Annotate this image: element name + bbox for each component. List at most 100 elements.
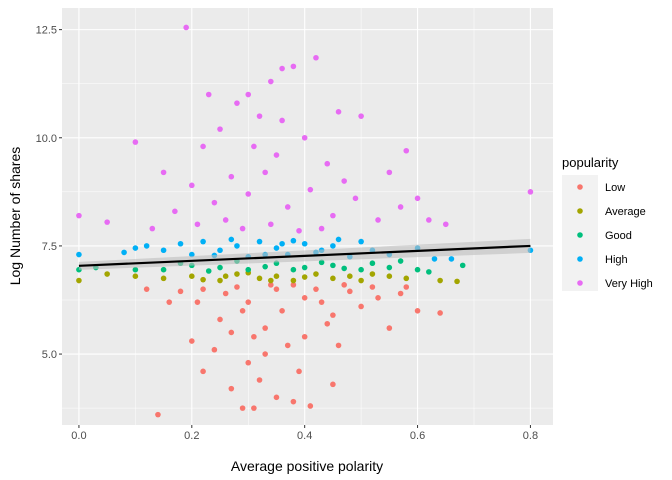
point-good — [397, 258, 404, 264]
point-high — [335, 236, 342, 243]
point-very-high — [262, 169, 268, 176]
axes: 0.0 0.2 0.4 0.6 0.8 5.0 7.5 10.0 12.5 — [36, 25, 538, 442]
point-high — [256, 238, 263, 245]
point-low — [301, 333, 308, 340]
point-average — [301, 274, 308, 280]
point-very-high — [194, 221, 201, 228]
point-high — [234, 243, 240, 249]
point-good — [132, 266, 139, 273]
point-average — [454, 278, 460, 285]
point-low — [330, 312, 336, 318]
point-low — [228, 329, 235, 336]
point-average — [217, 277, 223, 284]
point-low — [284, 342, 291, 349]
point-average — [256, 275, 263, 282]
point-average — [104, 271, 110, 277]
point-high — [76, 251, 82, 258]
point-very-high — [403, 147, 410, 154]
point-very-high — [330, 212, 336, 219]
point-average — [347, 273, 353, 279]
point-low — [358, 303, 364, 310]
point-low — [200, 368, 206, 375]
point-average — [234, 271, 240, 277]
point-low — [324, 320, 331, 327]
legend-label: High — [605, 254, 628, 266]
point-good — [245, 266, 252, 273]
point-average — [268, 277, 274, 284]
point-very-high — [358, 113, 364, 119]
point-good — [290, 266, 297, 273]
point-very-high — [313, 54, 319, 61]
point-high — [160, 247, 167, 254]
point-good — [262, 263, 268, 270]
point-low — [143, 286, 150, 292]
point-good — [160, 266, 167, 273]
legend-key-very-high — [577, 280, 583, 286]
point-low — [268, 282, 274, 288]
point-low — [211, 346, 218, 353]
point-low — [313, 286, 319, 292]
point-low — [245, 299, 252, 305]
point-average — [437, 277, 443, 284]
point-low — [239, 308, 246, 314]
x-axis-title: Average positive polarity — [231, 458, 383, 474]
legend-label: Very High — [605, 278, 653, 290]
point-very-high — [217, 126, 223, 132]
point-high — [217, 247, 223, 254]
point-average — [369, 271, 376, 277]
point-very-high — [76, 212, 82, 219]
point-very-high — [149, 225, 156, 232]
gridlines — [62, 8, 553, 425]
legend-key-average — [577, 208, 583, 214]
point-very-high — [375, 217, 381, 223]
point-low — [279, 308, 285, 314]
point-good — [318, 259, 325, 266]
point-high — [189, 251, 195, 258]
point-low — [251, 333, 257, 340]
point-high — [200, 238, 206, 245]
point-very-high — [426, 217, 432, 223]
x-tick-label: 0.0 — [71, 430, 86, 442]
point-average — [76, 277, 82, 284]
point-high — [358, 238, 364, 245]
point-low — [437, 310, 443, 316]
point-very-high — [268, 78, 274, 85]
point-very-high — [296, 227, 302, 234]
point-very-high — [273, 152, 280, 158]
plot-panel — [62, 8, 553, 425]
point-very-high — [290, 63, 297, 70]
point-very-high — [172, 208, 178, 215]
point-low — [290, 398, 297, 405]
point-low — [301, 295, 308, 301]
point-good — [358, 266, 364, 273]
regression-line — [78, 238, 531, 270]
point-very-high — [284, 204, 291, 210]
point-very-high — [256, 113, 263, 119]
point-very-high — [307, 186, 314, 193]
point-low — [177, 288, 184, 295]
point-good — [330, 262, 336, 269]
legend-key-high — [577, 256, 583, 262]
x-tick-label: 0.4 — [297, 430, 312, 442]
point-low — [234, 284, 240, 290]
point-very-high — [245, 91, 252, 98]
point-high — [177, 240, 184, 247]
y-tick-label: 5.0 — [42, 349, 57, 361]
point-good — [301, 264, 308, 271]
point-very-high — [397, 204, 404, 210]
point-very-high — [200, 143, 206, 150]
point-very-high — [279, 117, 285, 124]
point-high — [290, 237, 297, 244]
point-very-high — [268, 221, 274, 228]
legend-label: Low — [605, 182, 625, 194]
legend-label: Good — [605, 230, 632, 242]
x-tick-label: 0.8 — [523, 430, 538, 442]
y-tick-label: 7.5 — [42, 241, 57, 253]
point-high — [448, 256, 455, 262]
point-very-high — [324, 160, 331, 167]
point-average — [358, 277, 364, 284]
point-average — [290, 277, 297, 284]
point-very-high — [234, 100, 240, 106]
point-good — [217, 264, 223, 271]
point-very-high — [189, 182, 195, 189]
